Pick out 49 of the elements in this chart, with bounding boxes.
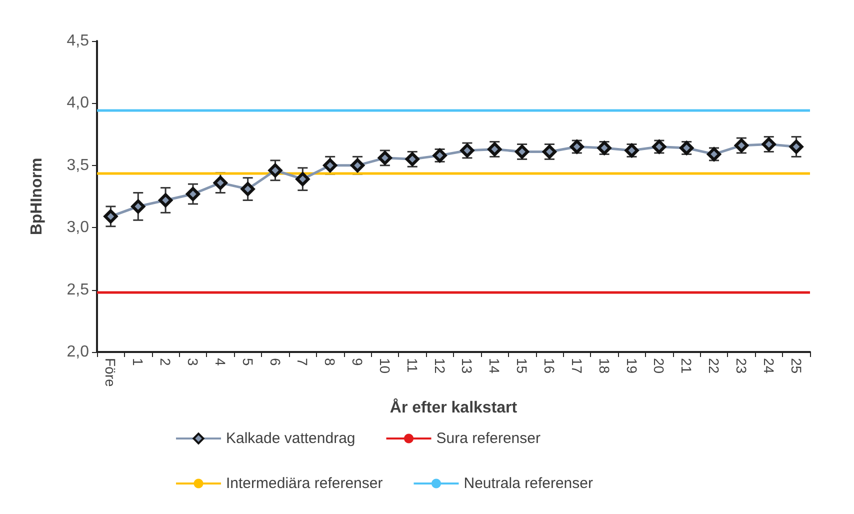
x-tick-label: 21 xyxy=(678,358,695,374)
x-tick-label: 17 xyxy=(568,358,585,374)
point xyxy=(268,163,282,178)
y-axis-title: BpHInorm xyxy=(28,158,46,236)
x-tick-label: 13 xyxy=(459,358,476,374)
point xyxy=(213,176,228,190)
x-tick-label: 19 xyxy=(624,358,640,374)
x-tick-label: 4 xyxy=(212,358,228,366)
x-tick-label: 3 xyxy=(184,358,201,366)
x-tick-label: 23 xyxy=(733,358,750,374)
legend-label: Neutrala referenser xyxy=(464,475,593,492)
x-tick-label: 20 xyxy=(651,358,668,374)
x-tick-label: 24 xyxy=(760,358,777,374)
x-tick-label: 7 xyxy=(294,358,311,366)
x-tick-label: 14 xyxy=(486,358,503,374)
point xyxy=(350,158,365,172)
point xyxy=(186,187,200,202)
point xyxy=(104,209,118,224)
point xyxy=(296,172,310,186)
x-tick-label: 5 xyxy=(240,358,256,366)
y-tick-label: 3,0 xyxy=(66,219,90,236)
y-tick-label: 4,5 xyxy=(66,32,90,50)
x-tick-label: 9 xyxy=(350,358,366,366)
y-tick-label: 2,5 xyxy=(66,281,90,298)
x-tick-label: 25 xyxy=(788,358,804,374)
point xyxy=(789,140,804,154)
x-tick-label: 6 xyxy=(267,358,284,366)
x-tick-label: 10 xyxy=(376,358,393,374)
legend-label: Sura referenser xyxy=(436,430,540,447)
x-tick-label: Före xyxy=(102,358,119,387)
x-tick-label: 11 xyxy=(404,358,420,373)
x-tick-label: 16 xyxy=(541,358,558,374)
x-tick-label: 12 xyxy=(432,358,448,374)
point xyxy=(240,182,255,196)
legend-label: Intermediära referenser xyxy=(226,475,383,492)
point xyxy=(323,158,338,172)
point xyxy=(158,193,173,208)
x-tick-label: 22 xyxy=(706,358,722,374)
x-tick-label: 1 xyxy=(130,358,146,366)
y-tick-label: 2,0 xyxy=(66,344,90,360)
y-tick-label: 3,5 xyxy=(66,156,90,174)
x-tick-label: 15 xyxy=(514,358,530,374)
point xyxy=(131,199,146,214)
x-tick-label: 18 xyxy=(596,358,612,374)
x-tick-label: 8 xyxy=(322,358,338,366)
x-axis-title: År efter kalkstart xyxy=(390,398,518,416)
y-tick-label: 4,0 xyxy=(66,94,90,112)
legend-label: Kalkade vattendrag xyxy=(226,430,356,447)
x-tick-label: 2 xyxy=(158,358,174,366)
